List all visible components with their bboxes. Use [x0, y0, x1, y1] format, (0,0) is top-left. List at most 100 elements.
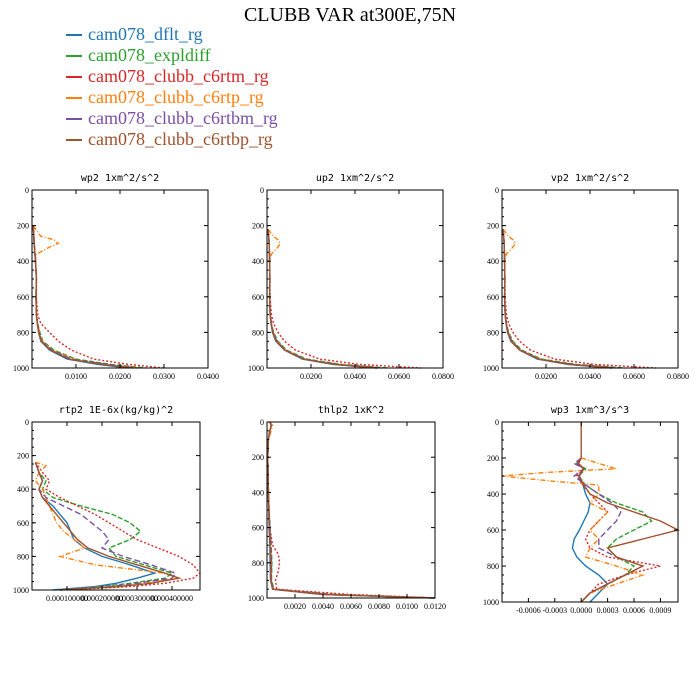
y-tick-label: 600: [252, 524, 264, 533]
series-line: [34, 462, 174, 591]
x-tick-label: 0.0100: [396, 602, 418, 611]
legend-label: cam078_clubb_c6rtbm_rg: [88, 108, 278, 128]
y-tick-label: 600: [487, 293, 499, 302]
x-tick-label: 0.000100000: [46, 594, 88, 603]
y-tick-label: 400: [17, 485, 29, 494]
y-tick-label: 800: [252, 559, 264, 568]
series-line: [502, 228, 617, 369]
y-tick-label: 200: [252, 222, 264, 231]
y-tick-label: 200: [487, 454, 499, 463]
legend-swatch: [66, 96, 82, 99]
chart-panel: thlp2 1xK^2 0 200 400 600 800 1000 0.0020 0.0040…: [248, 405, 446, 611]
x-tick-label: 0.0080: [368, 602, 390, 611]
legend: cam078_dflt_rg cam078_expldiff cam078_cl…: [66, 24, 278, 150]
y-tick-label: 800: [17, 328, 29, 337]
series-line: [502, 229, 626, 369]
chart-title: up2 1xm^2/s^2: [316, 173, 394, 184]
chart-title: wp2 1xm^2/s^2: [81, 173, 159, 184]
y-tick-label: 200: [17, 222, 29, 231]
x-tick-label: 0.0040: [312, 602, 334, 611]
series-line: [34, 462, 182, 591]
y-tick-label: 0: [495, 418, 499, 427]
x-tick-label: 0.000400000: [151, 594, 193, 603]
x-tick-label: 0.0400: [579, 372, 601, 381]
series-line: [266, 421, 436, 599]
legend-swatch: [66, 54, 82, 57]
x-tick-label: 0.000200000: [81, 594, 123, 603]
x-tick-label: -0.0003: [542, 606, 567, 615]
series-line: [34, 461, 202, 591]
y-tick-label: 400: [252, 488, 264, 497]
series-line: [502, 229, 657, 369]
y-tick-label: 1000: [483, 364, 499, 373]
x-tick-label: 0.0300: [153, 372, 175, 381]
legend-swatch: [66, 117, 82, 120]
legend-label: cam078_clubb_c6rtm_rg: [88, 66, 269, 86]
chart-title: wp3 1xm^3/s^3: [551, 405, 629, 416]
chart-panel: vp2 1xm^2/s^2 0 200 400 600 800 1000 0.0200 0.04…: [483, 173, 689, 381]
x-tick-label: 0.0200: [535, 372, 557, 381]
x-tick-label: 0.0200: [300, 372, 322, 381]
y-tick-label: 400: [17, 257, 29, 266]
legend-label: cam078_clubb_c6rtp_rg: [88, 87, 264, 107]
series-line: [502, 229, 619, 369]
plot-frame: [266, 189, 444, 369]
legend-swatch: [66, 138, 82, 141]
x-tick-label: 0.0020: [284, 602, 306, 611]
legend-item: cam078_clubb_c6rtbm_rg: [66, 108, 278, 129]
series-line: [266, 421, 436, 599]
y-tick-label: 1000: [483, 598, 499, 607]
chart-panel: wp3 1xm^3/s^3 0 200 400 600 800 1000 -0.0006 -0.…: [483, 405, 680, 615]
y-tick-label: 0: [260, 186, 264, 195]
legend-item: cam078_clubb_c6rtp_rg: [66, 87, 278, 108]
chart-title: thlp2 1xK^2: [318, 405, 384, 416]
x-tick-label: 0.0200: [109, 372, 131, 381]
y-tick-label: 800: [487, 328, 499, 337]
x-tick-label: 0.0120: [424, 602, 446, 611]
y-tick-label: 600: [252, 293, 264, 302]
series-line: [266, 421, 436, 599]
series-line: [34, 462, 177, 591]
legend-item: cam078_clubb_c6rtm_rg: [66, 66, 278, 87]
series-line: [32, 225, 165, 369]
x-tick-label: 0.0600: [623, 372, 645, 381]
series-line: [577, 422, 680, 603]
x-tick-label: 0.0060: [340, 602, 362, 611]
y-tick-label: 1000: [248, 594, 264, 603]
legend-label: cam078_clubb_c6rtbp_rg: [88, 129, 273, 149]
x-tick-label: 0.0800: [667, 372, 689, 381]
series-line: [32, 225, 143, 369]
legend-item: cam078_expldiff: [66, 45, 278, 66]
y-tick-label: 600: [17, 519, 29, 528]
series-line: [267, 228, 382, 369]
y-tick-label: 1000: [248, 364, 264, 373]
x-tick-label: 0.0000: [570, 606, 592, 615]
series-line: [267, 229, 389, 369]
plot-frame: [31, 189, 209, 369]
series-line: [267, 229, 422, 369]
plot-frame: [266, 421, 436, 599]
y-tick-label: 600: [487, 526, 499, 535]
series-line: [266, 421, 436, 599]
y-tick-label: 400: [252, 257, 264, 266]
series-line: [266, 421, 436, 599]
series-line: [575, 457, 661, 603]
legend-label: cam078_expldiff: [88, 45, 211, 65]
y-tick-label: 800: [487, 562, 499, 571]
series-line: [501, 457, 645, 603]
series-line: [266, 421, 436, 599]
y-tick-label: 800: [17, 552, 29, 561]
series-line: [34, 462, 157, 591]
main-title: CLUBB VAR at300E,75N: [243, 4, 457, 26]
y-tick-label: 200: [252, 453, 264, 462]
chart-panel: wp2 1xm^2/s^2 0 200 400 600 800 1000 0.0100 0.02…: [13, 173, 219, 381]
y-tick-label: 600: [17, 293, 29, 302]
legend-item: cam078_dflt_rg: [66, 24, 278, 45]
y-tick-label: 400: [487, 490, 499, 499]
y-tick-label: 0: [495, 186, 499, 195]
series-line: [267, 229, 382, 369]
y-tick-label: 0: [25, 186, 29, 195]
y-tick-label: 200: [17, 452, 29, 461]
y-tick-label: 400: [487, 257, 499, 266]
